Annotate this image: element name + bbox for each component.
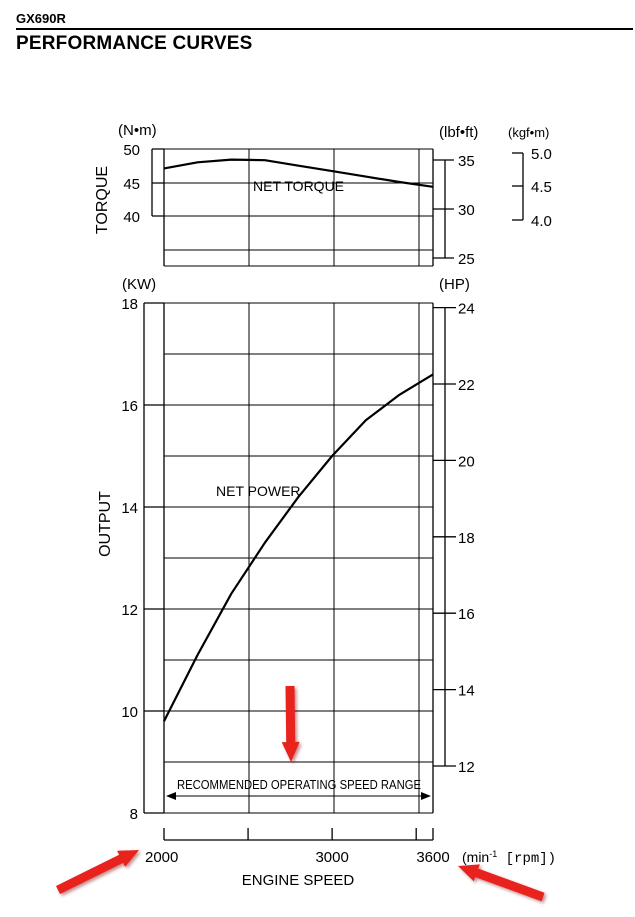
net-power-curve	[163, 373, 434, 722]
net-power-label: NET POWER	[216, 483, 301, 499]
output-right-tick-label: 18	[458, 530, 475, 547]
output-left-tick-label: 10	[121, 704, 138, 721]
red-arrow-right	[458, 864, 545, 902]
torque-right-unit: (lbf•ft)	[439, 124, 478, 141]
output-right-tick-label: 14	[458, 683, 475, 700]
page-title: PERFORMANCE CURVES	[16, 33, 253, 54]
output-right-tick-label: 20	[458, 453, 475, 470]
annotation-arrows	[56, 685, 545, 902]
net-torque-curve	[163, 158, 434, 188]
output-left-tick-label: 16	[121, 398, 138, 415]
output-left-tick-label: 8	[130, 806, 138, 823]
header-rule	[16, 28, 633, 30]
torque-right-tick-label: 25	[458, 251, 475, 268]
operating-range-arrow-left	[166, 792, 176, 800]
torque-left-tick-label: 40	[123, 209, 140, 226]
x-tick-label: 2000	[145, 849, 178, 866]
torque-far-unit: (kgf•m)	[508, 125, 549, 140]
red-arrow-left	[56, 850, 139, 894]
output-left-unit: (KW)	[122, 276, 156, 293]
red-arrow-down	[281, 685, 300, 762]
torque-left-tick-label: 45	[123, 176, 140, 193]
x-tick-label: 3600	[416, 849, 449, 866]
torque-left-unit: (N•m)	[118, 122, 157, 139]
torque-right-tick-label: 35	[458, 153, 475, 170]
output-right-tick-label: 22	[458, 377, 475, 394]
output-right-unit: (HP)	[439, 276, 470, 293]
operating-range-label: RECOMMENDED OPERATING SPEED RANGE	[177, 778, 421, 792]
output-left-tick-label: 18	[121, 296, 138, 313]
torque-far-tick-label: 4.5	[531, 179, 552, 196]
model-name: GX690R	[16, 11, 66, 26]
torque-right-tick-label: 30	[458, 202, 475, 219]
net-torque-label: NET TORQUE	[253, 178, 344, 194]
torque-left-tick-label: 50	[123, 142, 140, 159]
torque-left-ticks	[152, 148, 164, 217]
output-right-tick-label: 12	[458, 759, 475, 776]
torque-axis-title: TORQUE	[94, 166, 111, 234]
grid	[163, 148, 434, 814]
output-left-tick-label: 12	[121, 602, 138, 619]
output-left-tick-label: 14	[121, 500, 138, 517]
output-axis-title: OUTPUT	[97, 491, 114, 557]
labels: (N•m) (lbf•ft) (kgf•m) 50 45 40 35 30 25 5.0 4.5 4.…	[94, 122, 556, 889]
torque-far-tick-label: 4.0	[531, 213, 552, 230]
x-tick-label: 3000	[315, 849, 348, 866]
output-right-tick-label: 16	[458, 606, 475, 623]
operating-range-arrow-right	[421, 792, 431, 800]
curves	[163, 158, 434, 722]
output-right-tick-label: 24	[458, 301, 475, 318]
x-axis-title: ENGINE SPEED	[242, 872, 355, 889]
axes	[143, 148, 524, 841]
x-axis-unit: (min-1 [rpm])	[462, 849, 556, 867]
torque-far-tick-label: 5.0	[531, 146, 552, 163]
